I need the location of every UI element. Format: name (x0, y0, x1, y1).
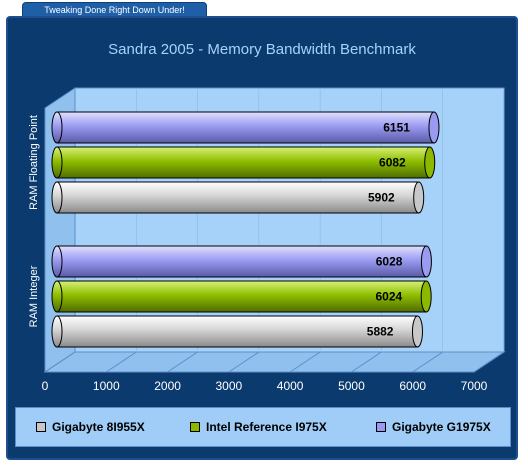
floor-gridline (44, 351, 76, 373)
floor-gridline (167, 351, 198, 373)
legend-label: Gigabyte G1975X (392, 420, 491, 434)
x-tick-label: 1000 (93, 379, 120, 393)
x-tick-label: 4000 (277, 379, 304, 393)
bar-body (56, 315, 418, 348)
bar: 5902 (51, 181, 425, 214)
bar-end-cap (424, 146, 436, 179)
legend-item-gigabyte-8i955x: Gigabyte 8I955X (36, 420, 145, 434)
bar-value-label: 5902 (368, 191, 395, 205)
bar: 6151 (51, 111, 440, 144)
legend-label: Gigabyte 8I955X (52, 420, 145, 434)
x-tick-label: 3000 (216, 379, 243, 393)
category-label: RAM Integer (28, 265, 40, 327)
bar-body (56, 245, 427, 278)
bar: 6024 (51, 280, 432, 313)
bar-value-label: 6028 (376, 255, 403, 269)
bar-base-cap (51, 146, 63, 179)
bar-value-label: 6024 (375, 290, 402, 304)
bar-body (56, 146, 431, 179)
floor-gridline (351, 351, 382, 373)
bar-body (56, 181, 420, 214)
chart-legend: Gigabyte 8I955X Intel Reference I975X Gi… (15, 407, 511, 447)
bar-end-cap (420, 280, 432, 313)
bar: 6082 (51, 146, 436, 179)
bar-end-cap (420, 245, 432, 278)
bar-value-label: 6082 (379, 156, 406, 170)
x-tick-label: 0 (42, 379, 49, 393)
bar-body (56, 280, 427, 313)
plot-floor (43, 351, 506, 373)
bar-end-cap (411, 315, 423, 348)
legend-swatch (36, 422, 46, 432)
bar-value-label: 5882 (367, 325, 394, 339)
x-tick-label: 5000 (338, 379, 365, 393)
bar: 6028 (51, 245, 432, 278)
category-label: RAM Floating Point (28, 115, 40, 210)
bar-base-cap (51, 181, 63, 214)
bar-end-cap (413, 181, 425, 214)
floor-gridline (228, 351, 260, 373)
site-tagline-tab: Tweaking Done Right Down Under! (22, 2, 207, 17)
floor-gridline (412, 351, 443, 373)
bar-value-label: 6151 (383, 121, 410, 135)
legend-swatch (376, 422, 386, 432)
chart-title: Sandra 2005 - Memory Bandwidth Benchmark (108, 41, 416, 58)
floor-gridline (289, 351, 321, 373)
x-tick-label: 7000 (461, 379, 488, 393)
bar: 5882 (51, 315, 423, 348)
bar-base-cap (51, 280, 63, 313)
bar-base-cap (51, 245, 63, 278)
legend-item-intel-reference-i975x: Intel Reference I975X (190, 420, 327, 434)
bar-body (56, 111, 435, 144)
legend-item-gigabyte-g1975x: Gigabyte G1975X (376, 420, 491, 434)
bar-base-cap (51, 315, 63, 348)
floor-gridline (473, 351, 505, 373)
bar-end-cap (428, 111, 440, 144)
legend-label: Intel Reference I975X (206, 420, 327, 434)
x-tick-label: 2000 (154, 379, 181, 393)
floor-gridline (106, 351, 137, 373)
legend-swatch (190, 422, 200, 432)
bar-base-cap (51, 111, 63, 144)
x-tick-label: 6000 (399, 379, 426, 393)
